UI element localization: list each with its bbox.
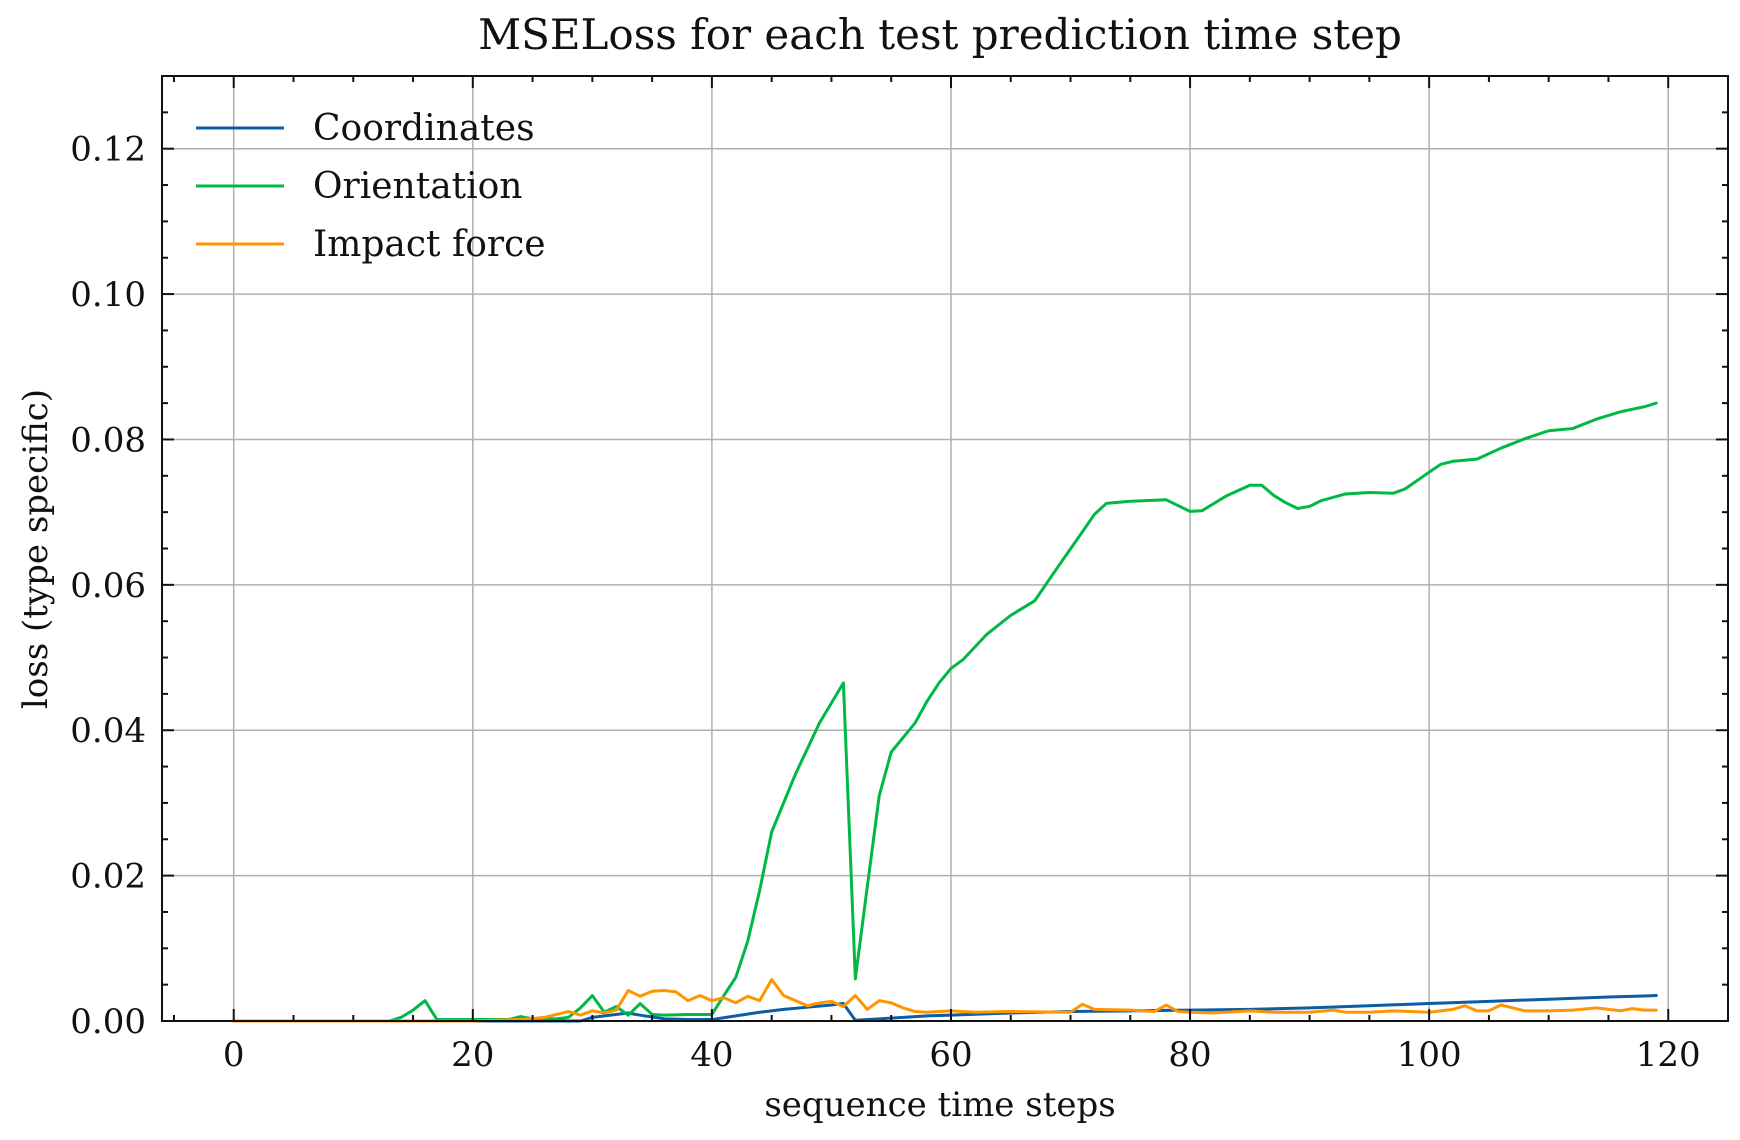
- legend: Coordinates Orientation Impact force: [196, 108, 546, 265]
- y-tick-label: 0.04: [70, 711, 146, 751]
- plot-frame: [161, 75, 1729, 1022]
- y-tick-label: 0.06: [70, 566, 146, 606]
- x-tick-label: 120: [1636, 1035, 1701, 1075]
- axes: [161, 75, 1729, 1022]
- tick-labels: 0 20 40 60 80 100 120 0.00 0.02 0.04 0.06 0.08 0.10 0…: [70, 130, 1700, 1075]
- x-tick-label: 40: [690, 1035, 733, 1075]
- x-tick-label: 0: [223, 1035, 245, 1075]
- y-axis-label: loss (type specific): [16, 389, 56, 709]
- chart-title: MSELoss for each test prediction time st…: [478, 10, 1402, 59]
- legend-label-orientation: Orientation: [313, 166, 523, 207]
- y-tick-label: 0.12: [70, 130, 146, 170]
- series-line-coordinates: [232, 994, 1658, 1023]
- series-line-impact-force: [232, 978, 1658, 1023]
- grid-lines: [162, 76, 1728, 1022]
- x-tick-label: 80: [1168, 1035, 1211, 1075]
- legend-label-coordinates: Coordinates: [313, 108, 535, 149]
- series-line-orientation: [232, 401, 1658, 1023]
- y-tick-label: 0.10: [70, 275, 146, 315]
- series-lines: [232, 401, 1658, 1023]
- x-tick-label: 60: [929, 1035, 972, 1075]
- x-tick-label: 20: [451, 1035, 494, 1075]
- y-tick-label: 0.08: [70, 420, 146, 460]
- y-tick-label: 0.00: [70, 1002, 146, 1042]
- x-tick-label: 100: [1397, 1035, 1462, 1075]
- x-axis-label: sequence time steps: [764, 1085, 1115, 1125]
- y-tick-label: 0.02: [70, 857, 146, 897]
- legend-label-impact-force: Impact force: [313, 224, 546, 265]
